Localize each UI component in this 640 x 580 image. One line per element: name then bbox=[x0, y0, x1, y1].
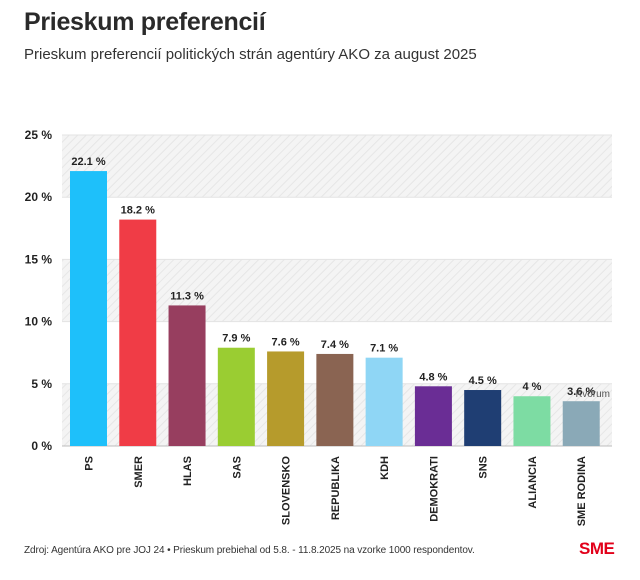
x-tick-label: HLAS bbox=[182, 456, 194, 486]
data-label: 7.6 % bbox=[272, 336, 300, 348]
y-tick-label: 20 % bbox=[25, 190, 53, 204]
x-tick-label: PS bbox=[84, 456, 96, 471]
data-label: 4 % bbox=[522, 381, 541, 393]
page-subtitle: Prieskum preferencií politických strán a… bbox=[24, 46, 477, 63]
source-note: Zdroj: Agentúra AKO pre JOJ 24 • Priesku… bbox=[24, 545, 475, 556]
x-tick-label: SNS bbox=[478, 456, 490, 479]
bar-sas bbox=[217, 347, 255, 446]
grid-band bbox=[62, 135, 612, 198]
sme-logo: SME bbox=[579, 539, 615, 558]
y-tick-label: 25 % bbox=[25, 128, 53, 142]
x-tick-label: SME RODINA bbox=[576, 456, 588, 526]
bar-republika bbox=[316, 353, 354, 446]
bar-slovensko bbox=[267, 351, 305, 446]
bar-ps bbox=[70, 171, 107, 447]
x-tick-label: KDH bbox=[379, 456, 391, 480]
data-label: 7.1 % bbox=[370, 343, 398, 355]
bar-demokrati bbox=[414, 386, 452, 446]
bar-smer bbox=[119, 219, 157, 446]
threshold-label: Kvórum bbox=[576, 389, 610, 400]
x-tick-label: SLOVENSKO bbox=[281, 456, 293, 526]
data-label: 4.8 % bbox=[419, 371, 447, 383]
bar-sns bbox=[464, 390, 502, 446]
data-label: 18.2 % bbox=[121, 205, 155, 217]
x-tick-label: SMER bbox=[133, 456, 145, 488]
data-label: 7.4 % bbox=[321, 339, 349, 351]
y-tick-label: 5 % bbox=[31, 377, 52, 391]
data-label: 11.3 % bbox=[170, 290, 204, 302]
y-tick-label: 0 % bbox=[31, 439, 52, 453]
x-tick-label: REPUBLIKA bbox=[330, 456, 342, 520]
bar-sme-rodina bbox=[562, 401, 600, 446]
bar-hlas bbox=[168, 305, 206, 446]
data-label: 7.9 % bbox=[222, 333, 250, 345]
x-tick-label: SAS bbox=[231, 456, 243, 479]
y-tick-label: 10 % bbox=[25, 315, 53, 329]
y-tick-label: 15 % bbox=[25, 252, 53, 266]
data-label: 22.1 % bbox=[71, 156, 105, 168]
x-tick-label: ALIANCIA bbox=[527, 456, 539, 509]
data-label: 4.5 % bbox=[469, 375, 497, 387]
data-label: 3.6 % bbox=[567, 386, 595, 398]
bar-aliancia bbox=[513, 396, 551, 446]
page-title: Prieskum preferencií bbox=[24, 8, 266, 36]
bar-kdh bbox=[365, 357, 403, 446]
x-tick-label: DEMOKRATI bbox=[428, 456, 440, 522]
